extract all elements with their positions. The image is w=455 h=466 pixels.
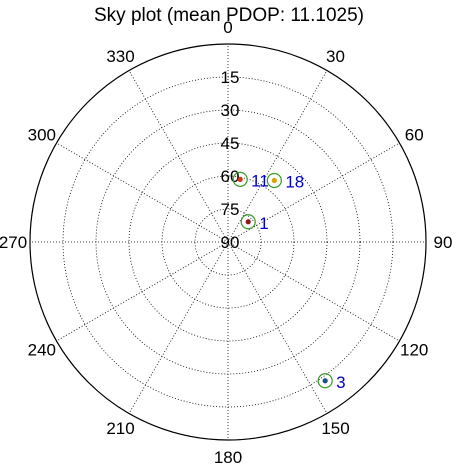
elevation-tick-label: 45 (221, 134, 240, 153)
satellite-dot (323, 378, 328, 383)
elevation-tick-label: 30 (221, 101, 240, 120)
azimuth-spoke (228, 242, 399, 341)
azimuth-tick-label: 90 (434, 233, 453, 252)
satellite-prn-label: 11 (251, 171, 269, 190)
satellite-marker: 18 (267, 173, 304, 192)
azimuth-tick-label: 330 (106, 47, 134, 66)
azimuth-spoke (57, 143, 228, 242)
azimuth-tick-label: 60 (405, 126, 424, 145)
satellite-prn-label: 3 (336, 373, 345, 392)
azimuth-tick-label: 180 (214, 448, 242, 466)
azimuth-tick-label: 120 (400, 341, 428, 360)
azimuth-spoke (228, 71, 327, 242)
satellite-marker: 3 (318, 373, 345, 392)
azimuth-tick-label: 30 (326, 47, 345, 66)
elevation-labels: 15 30 45 60 75 90 (221, 68, 240, 252)
satellite-prn-label: 18 (285, 173, 304, 192)
satellite-prn-label: 1 (259, 214, 268, 233)
azimuth-tick-label: 270 (0, 233, 27, 252)
elevation-tick-label: 15 (221, 68, 240, 87)
satellite-dot (246, 219, 251, 224)
elevation-tick-label: 60 (221, 167, 240, 186)
azimuth-spoke (129, 71, 228, 242)
azimuth-tick-label: 150 (321, 419, 349, 438)
satellite-dot (272, 178, 277, 183)
azimuth-spoke (228, 143, 399, 242)
azimuth-tick-label: 240 (28, 341, 56, 360)
elevation-tick-label: 75 (221, 200, 240, 219)
azimuth-tick-label: 0 (223, 18, 232, 37)
azimuth-spoke (228, 242, 327, 413)
azimuth-spoke (129, 242, 228, 413)
satellites: 111 183 (233, 171, 345, 391)
azimuth-tick-label: 210 (106, 419, 134, 438)
azimuth-spoke (57, 242, 228, 341)
azimuth-tick-label: 300 (28, 126, 56, 145)
elevation-tick-label: 90 (221, 233, 240, 252)
satellite-marker: 1 (241, 214, 268, 233)
satellite-dot (238, 177, 243, 182)
